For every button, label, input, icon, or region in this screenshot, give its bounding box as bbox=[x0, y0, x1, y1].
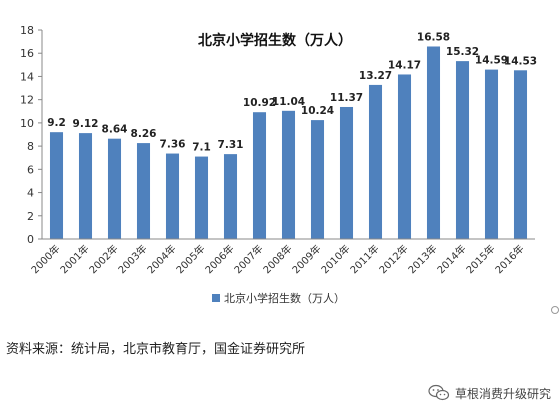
legend: 北京小学招生数（万人） bbox=[212, 291, 345, 305]
bars: 9.2 9.12 8.64 8.267.36 7.1 7.31 10.9211.0410.2… bbox=[47, 31, 537, 240]
data-label: 13.27 bbox=[359, 70, 392, 82]
watermark-text: 草根消费升级研究 bbox=[454, 386, 551, 401]
bar bbox=[107, 138, 122, 239]
y-tick-label: 4 bbox=[27, 187, 34, 200]
y-tick-label: 16 bbox=[20, 47, 34, 60]
data-label: 14.17 bbox=[388, 59, 421, 71]
legend-swatch bbox=[212, 294, 220, 302]
x-tick-label: 2012年 bbox=[376, 242, 410, 276]
x-tick-label: 2016年 bbox=[492, 242, 526, 276]
source-note: 资料来源：统计局，北京市教育厅，国金证券研究所 bbox=[6, 342, 306, 357]
x-tick-label: 2001年 bbox=[57, 242, 91, 276]
x-tick-label: 2003年 bbox=[115, 242, 149, 276]
bar bbox=[281, 110, 296, 240]
data-label: 7.36 bbox=[160, 139, 186, 151]
bar bbox=[484, 69, 499, 239]
y-tick-label: 12 bbox=[20, 94, 34, 107]
x-tick-label: 2004年 bbox=[144, 242, 178, 276]
x-tick-label: 2007年 bbox=[231, 242, 265, 276]
x-tick-label: 2009年 bbox=[289, 242, 323, 276]
y-axis: 0 2 4 6 8 10 12 14 16 18 bbox=[20, 24, 43, 246]
data-label: 9.12 bbox=[73, 118, 99, 130]
x-tick-label: 2013年 bbox=[405, 242, 439, 276]
bar bbox=[310, 120, 325, 239]
bar bbox=[49, 132, 64, 239]
x-tick-label: 2006年 bbox=[202, 242, 236, 276]
data-label: 11.04 bbox=[272, 96, 305, 108]
bar bbox=[513, 70, 528, 239]
data-label: 14.53 bbox=[504, 55, 537, 67]
data-label: 10.24 bbox=[301, 105, 334, 117]
legend-label: 北京小学招生数（万人） bbox=[224, 291, 345, 305]
data-label: 8.64 bbox=[102, 124, 128, 136]
x-tick-label: 2008年 bbox=[260, 242, 294, 276]
data-label: 15.32 bbox=[446, 46, 479, 58]
y-tick-label: 0 bbox=[27, 233, 34, 246]
x-tick-label: 2010年 bbox=[318, 242, 352, 276]
data-label: 7.31 bbox=[218, 139, 244, 151]
x-axis: 2000年2001年2002年2003年2004年2005年2006年2007年… bbox=[28, 238, 535, 276]
data-label: 8.26 bbox=[131, 128, 157, 140]
x-tick-label: 2000年 bbox=[28, 242, 62, 276]
bar bbox=[78, 133, 93, 239]
y-tick-label: 10 bbox=[20, 117, 34, 130]
bar bbox=[426, 46, 441, 239]
data-label: 11.37 bbox=[330, 92, 363, 104]
bar bbox=[165, 153, 180, 239]
watermark: 草根消费升级研究 bbox=[428, 384, 551, 402]
bar bbox=[339, 106, 354, 240]
data-label: 10.92 bbox=[243, 97, 276, 109]
data-label: 7.1 bbox=[192, 142, 211, 154]
bar-chart: 北京小学招生数（万人） 0 2 4 6 8 10 12 14 16 18 9.2 9.12 8.64 8… bbox=[20, 24, 537, 305]
x-tick-label: 2015年 bbox=[463, 242, 497, 276]
bar bbox=[252, 112, 267, 239]
data-label: 16.58 bbox=[417, 31, 450, 43]
y-tick-label: 2 bbox=[27, 210, 34, 223]
bar bbox=[397, 74, 412, 240]
y-tick-label: 6 bbox=[27, 163, 34, 176]
x-tick-label: 2011年 bbox=[347, 242, 381, 276]
data-label: 9.2 bbox=[47, 117, 66, 129]
y-tick-label: 8 bbox=[27, 140, 34, 153]
bar bbox=[194, 156, 209, 239]
ring-icon bbox=[551, 306, 559, 314]
y-tick-label: 14 bbox=[20, 70, 34, 83]
chart-title: 北京小学招生数（万人） bbox=[198, 32, 352, 49]
wechat-icon bbox=[428, 384, 450, 401]
x-tick-label: 2014年 bbox=[434, 242, 468, 276]
bar bbox=[368, 84, 383, 239]
y-tick-label: 18 bbox=[20, 24, 34, 37]
x-tick-label: 2005年 bbox=[173, 242, 207, 276]
data-label: 14.59 bbox=[475, 55, 508, 67]
bar bbox=[455, 61, 470, 239]
bar bbox=[136, 143, 151, 239]
bar bbox=[223, 154, 238, 239]
x-tick-label: 2002年 bbox=[86, 242, 120, 276]
